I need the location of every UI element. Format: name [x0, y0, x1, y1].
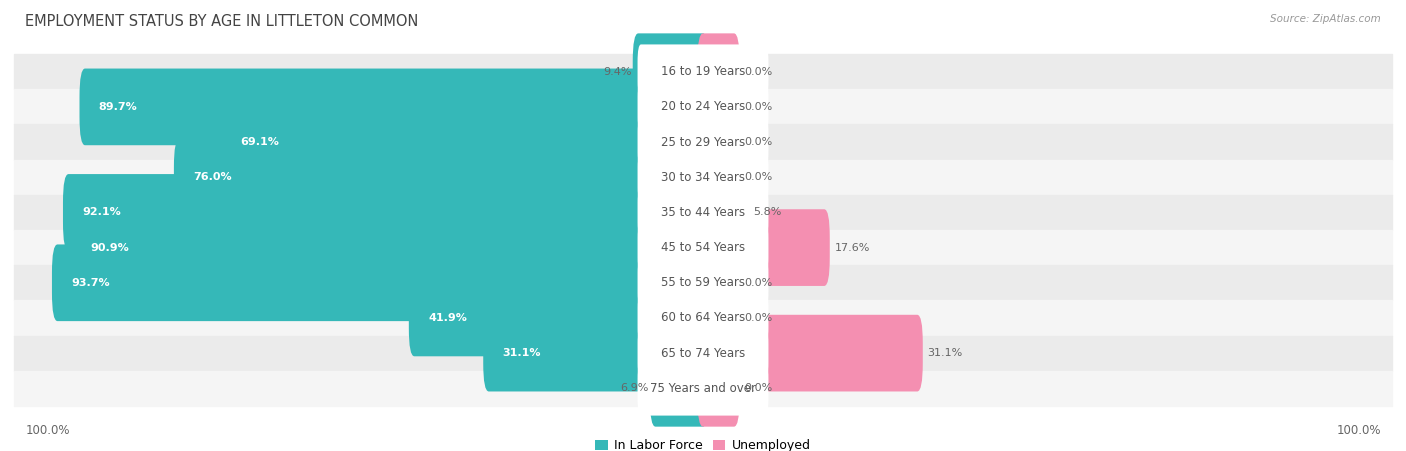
FancyBboxPatch shape [637, 221, 769, 275]
Text: 45 to 54 Years: 45 to 54 Years [661, 241, 745, 254]
Text: 17.6%: 17.6% [835, 243, 870, 253]
FancyBboxPatch shape [637, 291, 769, 345]
FancyBboxPatch shape [697, 104, 740, 180]
Bar [14, 195, 1392, 230]
Legend: In Labor Force, Unemployed: In Labor Force, Unemployed [595, 439, 811, 451]
FancyBboxPatch shape [637, 45, 769, 99]
Text: 35 to 44 Years: 35 to 44 Years [661, 206, 745, 219]
FancyBboxPatch shape [637, 326, 769, 380]
FancyBboxPatch shape [697, 280, 740, 356]
Text: 65 to 74 Years: 65 to 74 Years [661, 347, 745, 359]
FancyBboxPatch shape [637, 256, 769, 310]
Text: 100.0%: 100.0% [25, 424, 70, 437]
Bar [14, 54, 1392, 89]
Text: 89.7%: 89.7% [98, 102, 138, 112]
Text: 0.0%: 0.0% [744, 278, 772, 288]
Text: 31.1%: 31.1% [928, 348, 963, 358]
Bar [14, 300, 1392, 336]
FancyBboxPatch shape [697, 174, 748, 251]
FancyBboxPatch shape [697, 244, 740, 321]
Text: 30 to 34 Years: 30 to 34 Years [661, 171, 745, 184]
FancyBboxPatch shape [637, 115, 769, 169]
FancyBboxPatch shape [637, 80, 769, 134]
Text: 0.0%: 0.0% [744, 137, 772, 147]
FancyBboxPatch shape [697, 139, 740, 216]
FancyBboxPatch shape [63, 174, 709, 251]
FancyBboxPatch shape [697, 209, 830, 286]
Text: Source: ZipAtlas.com: Source: ZipAtlas.com [1270, 14, 1381, 23]
Text: 75 Years and over: 75 Years and over [650, 382, 756, 395]
Bar [14, 265, 1392, 300]
Bar [14, 371, 1392, 406]
Text: 60 to 64 Years: 60 to 64 Years [661, 312, 745, 324]
Text: 0.0%: 0.0% [744, 313, 772, 323]
FancyBboxPatch shape [637, 361, 769, 415]
Text: 0.0%: 0.0% [744, 67, 772, 77]
FancyBboxPatch shape [637, 185, 769, 239]
Text: 0.0%: 0.0% [744, 383, 772, 393]
FancyBboxPatch shape [697, 33, 740, 110]
Text: 69.1%: 69.1% [240, 137, 280, 147]
Text: 90.9%: 90.9% [90, 243, 129, 253]
Text: 6.9%: 6.9% [620, 383, 648, 393]
Text: 25 to 29 Years: 25 to 29 Years [661, 136, 745, 148]
FancyBboxPatch shape [650, 350, 709, 427]
Text: 9.4%: 9.4% [603, 67, 631, 77]
Text: 0.0%: 0.0% [744, 102, 772, 112]
Text: 5.8%: 5.8% [754, 207, 782, 217]
Text: 20 to 24 Years: 20 to 24 Years [661, 101, 745, 113]
FancyBboxPatch shape [697, 69, 740, 145]
Bar [14, 160, 1392, 195]
FancyBboxPatch shape [221, 104, 709, 180]
Text: 76.0%: 76.0% [193, 172, 232, 182]
Bar [14, 124, 1392, 160]
Text: 16 to 19 Years: 16 to 19 Years [661, 65, 745, 78]
Text: 100.0%: 100.0% [1336, 424, 1381, 437]
Text: 31.1%: 31.1% [502, 348, 541, 358]
Text: 93.7%: 93.7% [72, 278, 110, 288]
FancyBboxPatch shape [637, 150, 769, 204]
Bar [14, 89, 1392, 124]
FancyBboxPatch shape [633, 33, 709, 110]
FancyBboxPatch shape [697, 315, 922, 391]
Text: EMPLOYMENT STATUS BY AGE IN LITTLETON COMMON: EMPLOYMENT STATUS BY AGE IN LITTLETON CO… [25, 14, 419, 28]
Text: 0.0%: 0.0% [744, 172, 772, 182]
Bar [14, 336, 1392, 371]
Bar [14, 230, 1392, 265]
FancyBboxPatch shape [174, 139, 709, 216]
Text: 55 to 59 Years: 55 to 59 Years [661, 276, 745, 289]
Text: 41.9%: 41.9% [427, 313, 467, 323]
FancyBboxPatch shape [697, 350, 740, 427]
FancyBboxPatch shape [484, 315, 709, 391]
FancyBboxPatch shape [72, 209, 709, 286]
Text: 92.1%: 92.1% [83, 207, 121, 217]
FancyBboxPatch shape [80, 69, 709, 145]
FancyBboxPatch shape [52, 244, 709, 321]
FancyBboxPatch shape [409, 280, 709, 356]
